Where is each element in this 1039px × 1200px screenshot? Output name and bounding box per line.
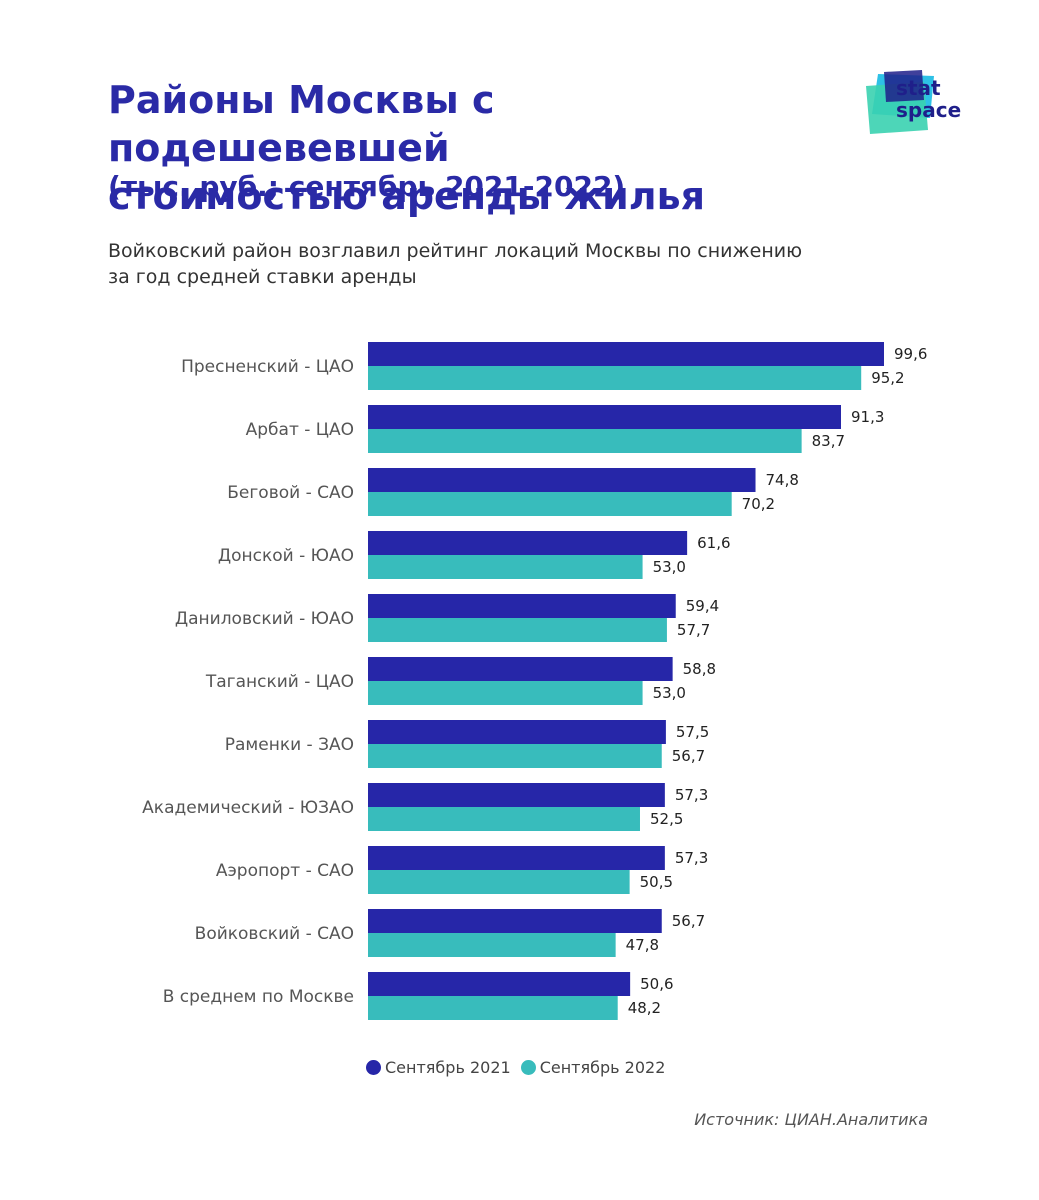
bar-2021 — [368, 594, 676, 618]
logo-word-space: space — [896, 98, 962, 122]
value-label-2021: 99,6 — [894, 345, 927, 363]
legend-swatch-2022 — [520, 1060, 536, 1075]
value-label-2022: 53,0 — [653, 558, 686, 576]
legend-swatch-2021 — [366, 1060, 381, 1075]
bar-2022 — [368, 366, 862, 390]
legend-label-2021: Сентябрь 2021 — [385, 1058, 511, 1077]
value-label-2021: 57,5 — [676, 723, 709, 741]
bar-2022 — [368, 681, 643, 705]
value-label-2021: 74,8 — [766, 471, 799, 489]
bar-2022 — [368, 429, 802, 453]
category-label: Донской - ЮАО — [218, 546, 354, 566]
bar-2022 — [368, 555, 643, 579]
category-label: Арбат - ЦАО — [246, 420, 354, 440]
legend-item-2022: Сентябрь 2022 — [520, 1058, 666, 1077]
bar-2022 — [368, 492, 732, 516]
value-label-2021: 50,6 — [640, 975, 673, 993]
value-label-2022: 57,7 — [677, 621, 710, 639]
bar-2022 — [368, 933, 616, 957]
bar-2021 — [368, 342, 884, 366]
value-label-2022: 50,5 — [640, 873, 673, 891]
source-note: Источник: ЦИАН.Аналитика — [694, 1110, 928, 1129]
value-label-2022: 52,5 — [650, 810, 683, 828]
value-label-2022: 47,8 — [626, 936, 659, 954]
value-label-2022: 53,0 — [653, 684, 686, 702]
legend-item-2021: Сентябрь 2021 — [366, 1058, 511, 1077]
value-label-2021: 57,3 — [675, 786, 708, 804]
lead-line-2: за год средней ставки аренды — [108, 266, 417, 288]
logo-word-stat: stat — [896, 76, 941, 100]
category-label: Войковский - САО — [195, 924, 354, 944]
chart-title-line-2: стоимостью аренды жилья — [108, 174, 706, 218]
bar-2021 — [368, 846, 665, 870]
value-label-2022: 56,7 — [672, 747, 705, 765]
value-label-2022: 83,7 — [812, 432, 845, 450]
legend-label-2022: Сентябрь 2022 — [539, 1058, 666, 1077]
bar-2021 — [368, 783, 665, 807]
bar-2021 — [368, 468, 756, 492]
chart-title: Районы Москвы с подешевевшей стоимостью … — [108, 76, 848, 220]
value-label-2022: 70,2 — [742, 495, 775, 513]
lead-line-1: Войковский район возглавил рейтинг локац… — [108, 240, 803, 262]
bar-2021 — [368, 531, 688, 555]
category-label: Пресненский - ЦАО — [181, 357, 354, 377]
value-label-2022: 48,2 — [628, 999, 661, 1017]
bar-2021 — [368, 909, 662, 933]
value-label-2022: 95,2 — [871, 369, 904, 387]
category-label: Академический - ЮЗАО — [142, 798, 354, 818]
category-label: Беговой - САО — [227, 483, 354, 503]
chart-lead-text: Войковский район возглавил рейтинг локац… — [108, 238, 928, 290]
category-label: Аэропорт - САО — [216, 861, 354, 881]
category-label: Даниловский - ЮАО — [175, 609, 354, 629]
category-label: Таганский - ЦАО — [205, 672, 354, 692]
logo-shape-mid — [884, 70, 924, 102]
value-label-2021: 61,6 — [697, 534, 730, 552]
statspace-logo — [866, 70, 934, 134]
bar-2021 — [368, 972, 631, 996]
value-label-2021: 56,7 — [672, 912, 705, 930]
chart-units: (тыс. руб.; сентябрь 2021-2022) — [108, 170, 626, 203]
bar-2022 — [368, 807, 640, 831]
bar-chart: Пресненский - ЦАО 99,6 95,2 Арбат - ЦАО 91,3… — [142, 342, 927, 1020]
bar-2022 — [368, 618, 667, 642]
chart-legend: Сентябрь 2021 Сентябрь 2022 — [366, 1058, 665, 1077]
logo-wordmark: stat space — [896, 77, 961, 121]
chart-title-line-1: Районы Москвы с подешевевшей — [108, 78, 495, 170]
category-label: Раменки - ЗАО — [225, 735, 354, 755]
value-label-2021: 57,3 — [675, 849, 708, 867]
value-label-2021: 91,3 — [851, 408, 884, 426]
bar-2021 — [368, 657, 673, 681]
value-label-2021: 59,4 — [686, 597, 719, 615]
category-label: В среднем по Москве — [163, 987, 354, 1007]
bar-2022 — [368, 870, 630, 894]
bar-2021 — [368, 720, 666, 744]
bar-2021 — [368, 405, 841, 429]
value-label-2021: 58,8 — [683, 660, 716, 678]
bar-2022 — [368, 744, 662, 768]
bar-2022 — [368, 996, 618, 1020]
